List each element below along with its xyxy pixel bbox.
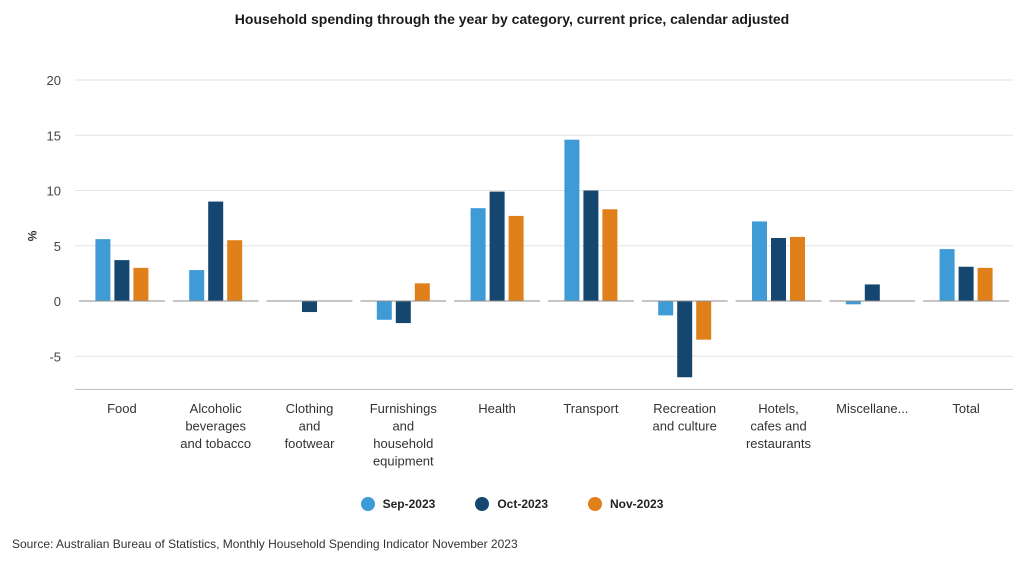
- x-tick-label: Total: [952, 401, 980, 416]
- bar-sep-2023: [95, 239, 111, 301]
- legend: Sep-2023 Oct-2023 Nov-2023: [0, 497, 1024, 511]
- bar-oct-2023: [864, 284, 880, 301]
- x-tick-label: Food: [107, 401, 137, 416]
- x-tick-label: Hotels, cafes and restaurants: [746, 401, 812, 451]
- x-tick-label-line: cafes and: [750, 419, 806, 434]
- legend-item-sep-2023[interactable]: Sep-2023: [360, 497, 436, 511]
- x-tick-label-line: Furnishings: [370, 401, 438, 416]
- bar-oct-2023: [583, 190, 599, 301]
- x-tick-label: Alcoholic beverages and tobacco: [180, 401, 251, 451]
- source-note: Source: Australian Bureau of Statistics,…: [12, 537, 518, 551]
- bar-nov-2023: [696, 301, 712, 340]
- bar-nov-2023: [790, 236, 805, 301]
- x-tick-label: Health: [478, 401, 516, 416]
- bar-sep-2023: [189, 270, 205, 301]
- legend-marker-oct-2023: [475, 497, 490, 511]
- x-tick-label-line: beverages: [185, 419, 246, 434]
- x-tick-label-line: Transport: [563, 401, 619, 416]
- bar-sep-2023: [752, 221, 767, 301]
- x-tick-label-line: Hotels,: [758, 401, 798, 416]
- bar-nov-2023: [133, 267, 149, 301]
- bar-sep-2023: [845, 301, 861, 305]
- x-tick-label-line: Food: [107, 401, 137, 416]
- y-tick-label: 10: [47, 184, 61, 199]
- x-tick-label-line: Recreation: [653, 401, 716, 416]
- x-tick-label-line: and culture: [653, 419, 717, 434]
- bar-oct-2023: [489, 191, 505, 301]
- y-tick-label: 20: [47, 73, 61, 88]
- bar-sep-2023: [939, 249, 955, 301]
- x-tick-label-line: and: [392, 419, 414, 434]
- x-tick-label-line: household: [373, 436, 433, 451]
- x-tick-label-line: Alcoholic: [190, 401, 243, 416]
- legend-label: Sep-2023: [382, 497, 436, 511]
- legend-marker-sep-2023: [360, 497, 375, 511]
- bar-oct-2023: [677, 301, 693, 378]
- bar-oct-2023: [302, 301, 317, 313]
- x-tick-label-line: Miscellane...: [836, 401, 908, 416]
- bar-nov-2023: [414, 283, 430, 301]
- y-tick-label: -5: [49, 349, 61, 364]
- x-tick-label: Miscellane...: [836, 401, 908, 416]
- x-tick-label-line: Total: [952, 401, 980, 416]
- bar-oct-2023: [114, 260, 130, 301]
- x-tick-label-line: footwear: [285, 436, 336, 451]
- x-tick-label-line: Health: [478, 401, 516, 416]
- x-tick-label-line: equipment: [373, 454, 434, 469]
- bar-oct-2023: [771, 238, 786, 301]
- y-tick-label: 0: [54, 294, 61, 309]
- bar-sep-2023: [564, 139, 580, 301]
- chart-title: Household spending through the year by c…: [234, 11, 790, 27]
- x-tick-label-line: restaurants: [746, 436, 812, 451]
- bar-sep-2023: [658, 301, 674, 316]
- legend-label: Oct-2023: [497, 497, 549, 511]
- bar-oct-2023: [395, 301, 411, 324]
- bar-nov-2023: [227, 240, 243, 301]
- y-tick-label: 15: [47, 128, 61, 143]
- bar-nov-2023: [977, 267, 993, 301]
- legend-marker-nov-2023: [588, 497, 603, 511]
- legend-label: Nov-2023: [610, 497, 664, 511]
- x-tick-label-line: Clothing: [286, 401, 334, 416]
- legend-item-oct-2023[interactable]: Oct-2023: [475, 497, 548, 511]
- x-tick-label: Recreation and culture: [653, 401, 717, 434]
- legend-item-nov-2023[interactable]: Nov-2023: [588, 497, 663, 511]
- y-tick-label: 5: [54, 239, 61, 254]
- x-tick-label: Clothing and footwear: [285, 401, 336, 451]
- bar-nov-2023: [508, 215, 524, 301]
- bar-sep-2023: [470, 208, 486, 301]
- bar-nov-2023: [602, 209, 618, 301]
- bar-sep-2023: [376, 301, 392, 320]
- x-tick-label-line: and tobacco: [180, 436, 251, 451]
- x-tick-label: Furnishings and household equipment: [370, 401, 438, 469]
- y-axis-label: %: [25, 231, 39, 242]
- x-tick-label-line: and: [299, 419, 321, 434]
- x-tick-label: Transport: [563, 401, 619, 416]
- bar-oct-2023: [208, 201, 224, 301]
- bar-oct-2023: [958, 266, 974, 301]
